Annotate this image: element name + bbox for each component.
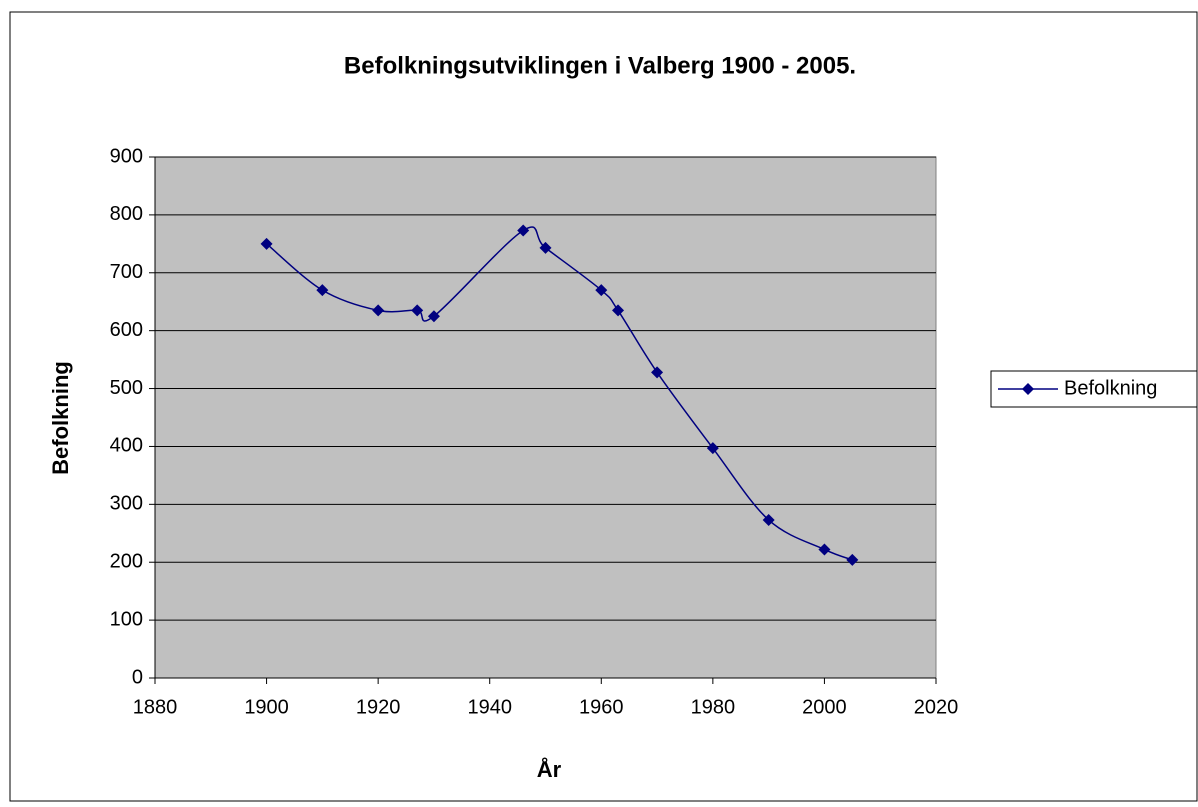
y-tick-label: 100 — [110, 608, 143, 630]
marker — [372, 304, 385, 317]
marker — [612, 304, 625, 317]
legend-label: Befolkning — [1064, 377, 1157, 399]
y-tick-label: 300 — [110, 493, 143, 515]
line — [266, 226, 853, 561]
marker — [427, 310, 440, 323]
legend-marker — [1022, 383, 1034, 395]
x-tick-label: 1880 — [133, 696, 178, 718]
x-tick-label: 1900 — [244, 696, 289, 718]
x-axis-title: År — [537, 756, 562, 782]
x-tick-label: 1940 — [467, 696, 512, 718]
y-tick-label: 900 — [110, 145, 143, 167]
x-tick-label: 1960 — [579, 696, 624, 718]
marker — [595, 284, 608, 297]
marker — [517, 224, 530, 237]
marker — [260, 237, 273, 250]
marker — [411, 304, 424, 317]
x-tick-label: 1980 — [691, 696, 736, 718]
y-tick-label: 800 — [110, 203, 143, 225]
y-tick-label: 500 — [110, 377, 143, 399]
marker — [762, 513, 775, 526]
y-axis-title: Befolkning — [48, 361, 73, 475]
plot-area — [154, 156, 937, 679]
marker — [651, 366, 664, 379]
marker — [316, 284, 329, 297]
marker — [846, 553, 859, 566]
y-tick-label: 0 — [132, 666, 143, 688]
chart-title: Befolkningsutviklingen i Valberg 1900 - … — [344, 52, 856, 79]
x-tick-label: 1920 — [356, 696, 401, 718]
x-tick-label: 2000 — [802, 696, 847, 718]
y-tick-label: 200 — [110, 551, 143, 573]
y-tick-label: 700 — [110, 261, 143, 283]
x-tick-label: 2020 — [914, 696, 959, 718]
y-tick-label: 400 — [110, 435, 143, 457]
marker — [818, 543, 831, 556]
marker — [706, 442, 719, 455]
marker — [539, 241, 552, 254]
y-tick-label: 600 — [110, 319, 143, 341]
